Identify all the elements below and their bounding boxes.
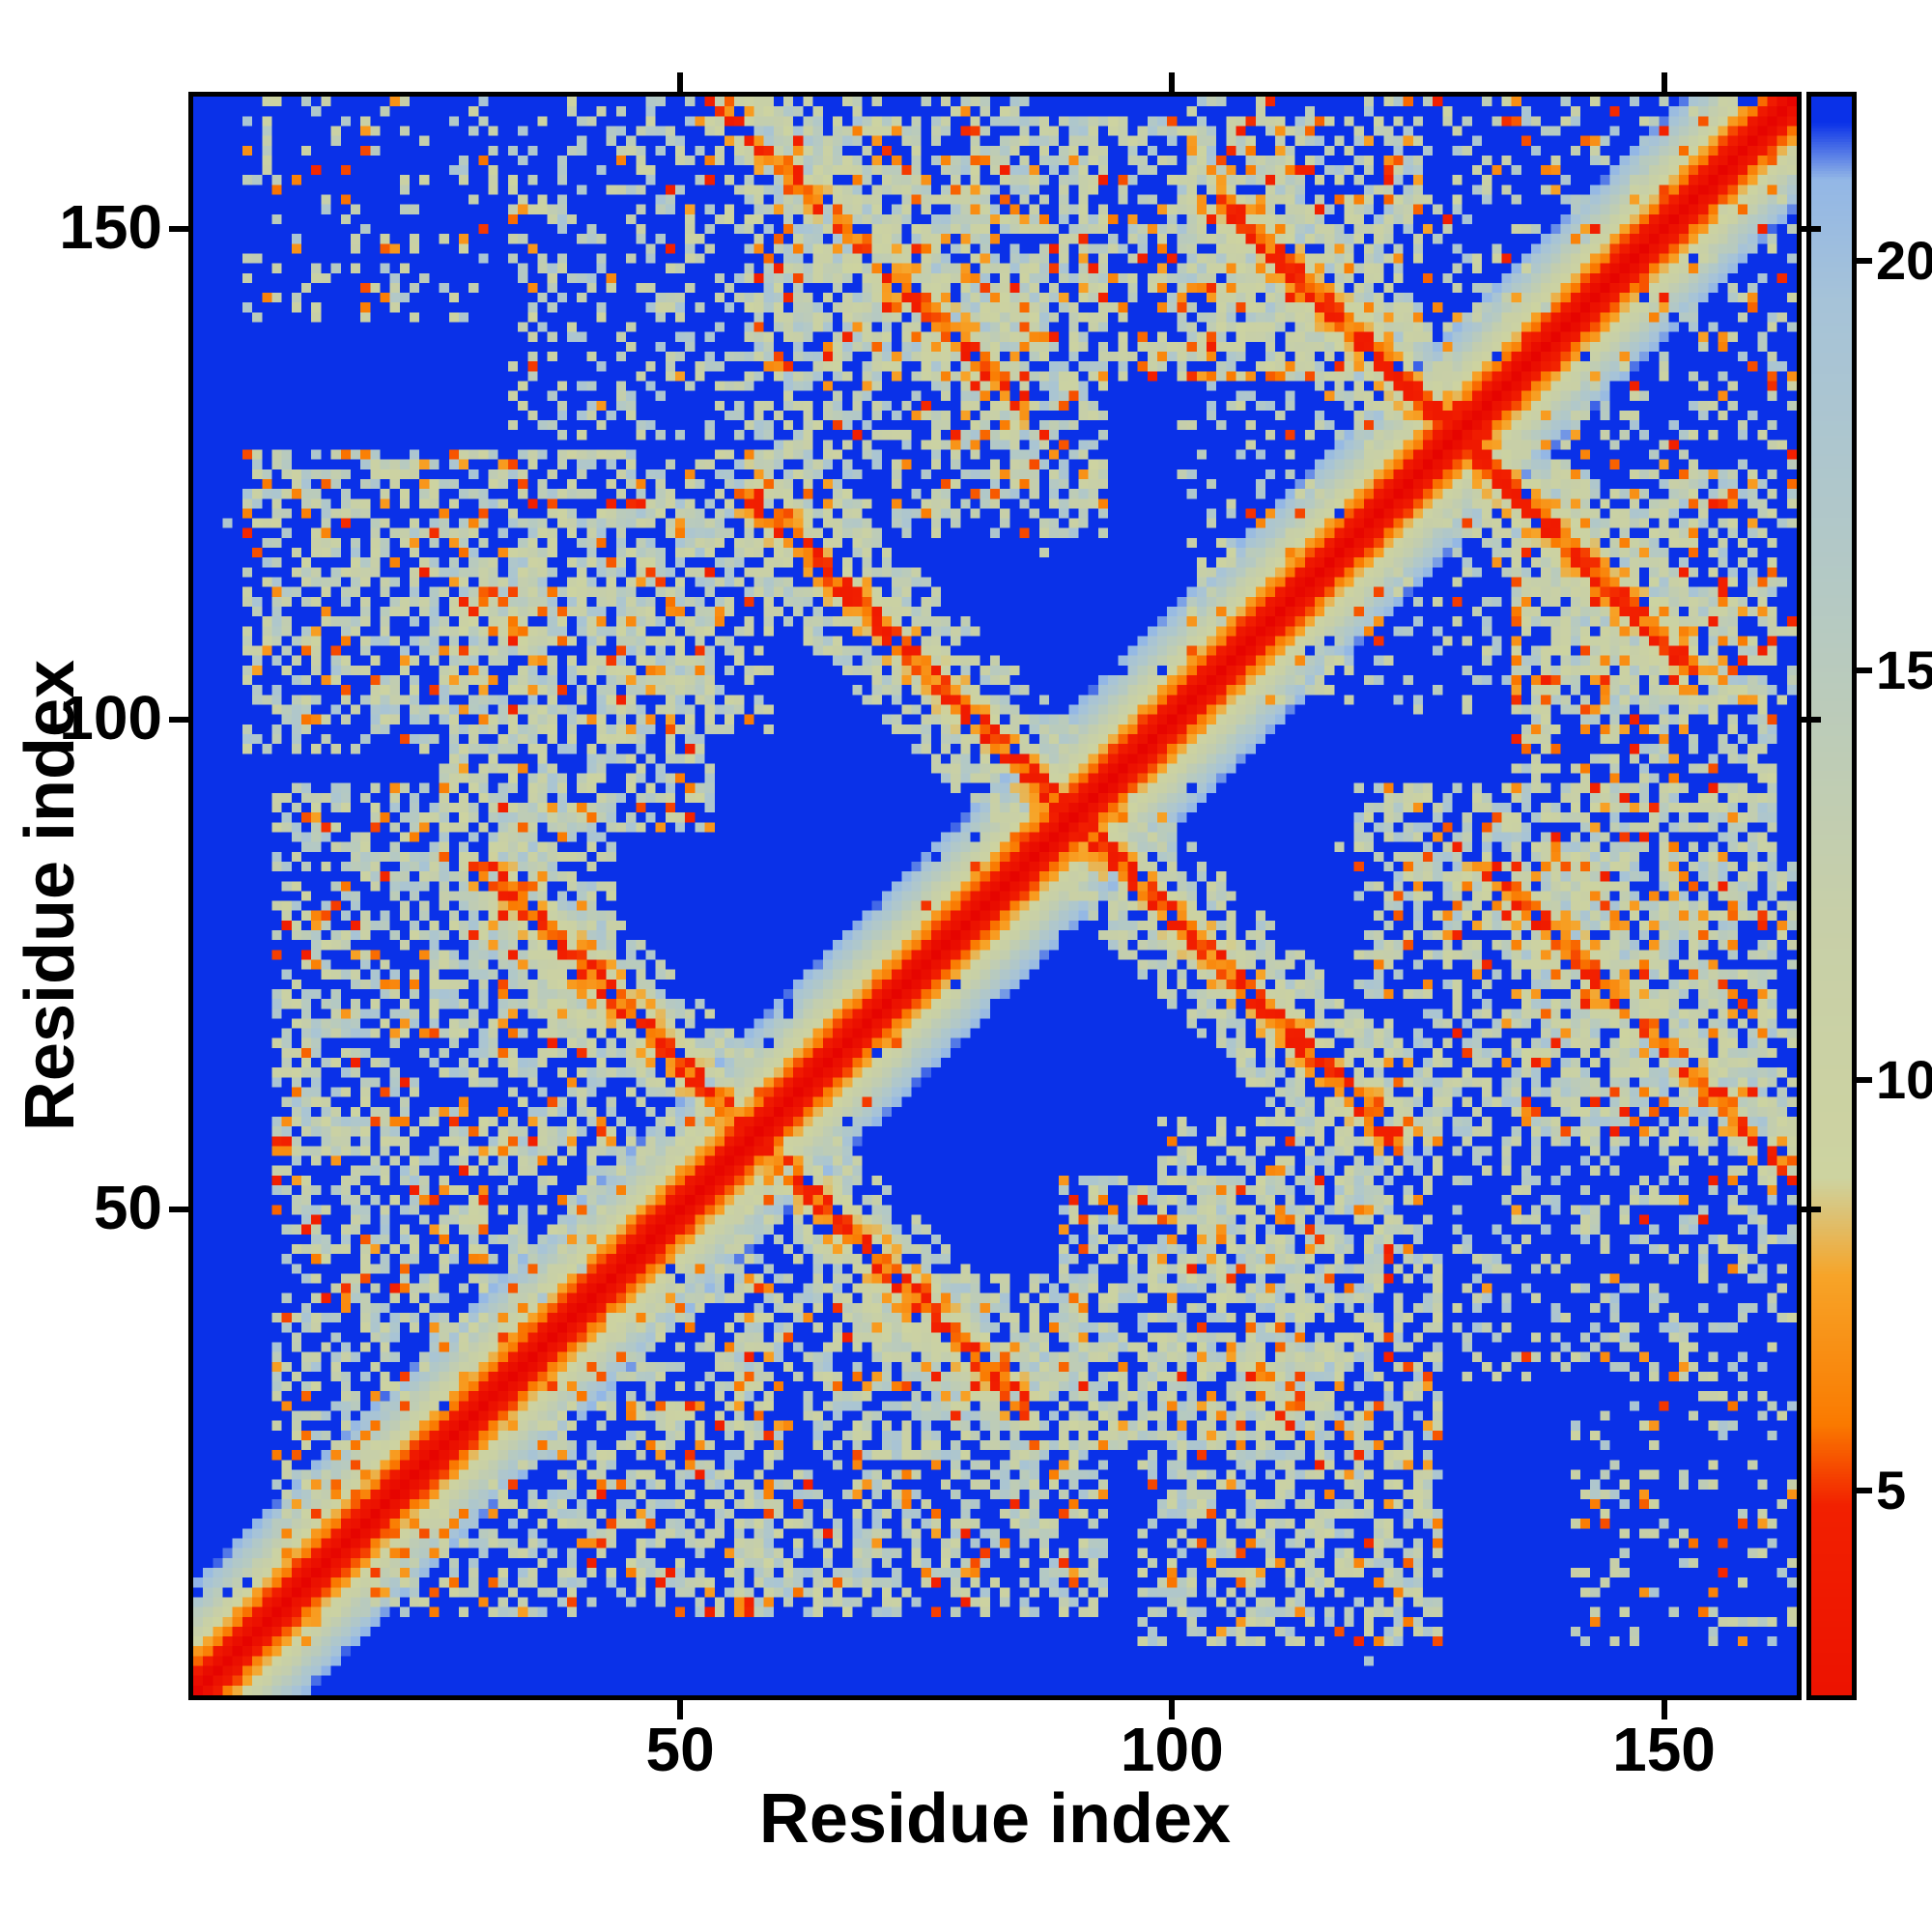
x-tick-mark (1661, 1700, 1667, 1719)
y-tick-mark-right (1802, 1207, 1821, 1213)
colorbar-canvas (1811, 97, 1852, 1695)
x-tick-mark (677, 1700, 684, 1719)
y-tick-label: 100 (59, 682, 162, 753)
y-tick-mark-right (1802, 226, 1821, 233)
x-tick-mark-top (677, 72, 684, 92)
x-tick-label: 100 (1120, 1715, 1224, 1784)
colorbar-tick-label: 10 (1876, 1049, 1932, 1111)
heatmap-plot-area (188, 92, 1802, 1700)
x-tick-mark-top (1169, 72, 1176, 92)
y-tick-mark-right (1802, 716, 1821, 723)
colorbar-tick-mark (1857, 668, 1872, 674)
colorbar-tick-mark (1857, 257, 1872, 264)
x-tick-mark-top (1661, 72, 1667, 92)
y-tick-mark (169, 226, 188, 233)
colorbar-tick-label: 20 (1876, 229, 1932, 291)
x-tick-label: 150 (1612, 1715, 1716, 1784)
colorbar-tick-mark (1857, 1487, 1872, 1493)
x-axis-title: Residue index (758, 1780, 1232, 1858)
y-tick-label: 50 (93, 1173, 162, 1243)
y-tick-mark (169, 1207, 188, 1213)
y-tick-mark (169, 716, 188, 723)
colorbar-tick-label: 5 (1876, 1459, 1907, 1520)
y-tick-label: 150 (59, 192, 162, 263)
colorbar (1806, 92, 1857, 1700)
x-tick-label: 50 (645, 1715, 715, 1784)
heatmap-canvas (193, 97, 1797, 1695)
colorbar-tick-mark (1857, 1077, 1872, 1084)
colorbar-tick-label: 15 (1876, 639, 1932, 701)
x-tick-mark (1169, 1700, 1176, 1719)
